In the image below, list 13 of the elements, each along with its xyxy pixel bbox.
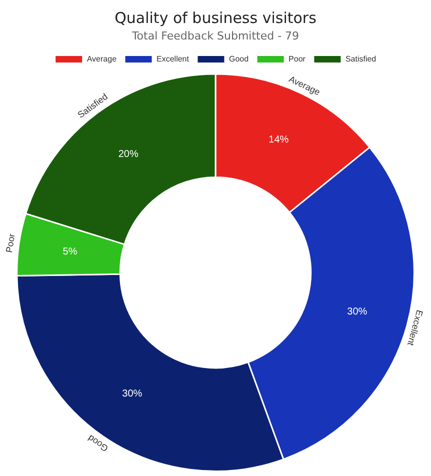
data-label: 30%: [347, 306, 368, 318]
data-label: 14%: [268, 134, 289, 146]
legend-label: Excellent: [156, 54, 190, 64]
chart-title: Quality of business visitors: [114, 8, 317, 27]
data-label: 20%: [118, 148, 138, 160]
data-label: 30%: [122, 388, 142, 400]
legend-label: Satisfied: [345, 54, 376, 64]
legend-label: Average: [86, 54, 118, 64]
legend-label: Poor: [288, 54, 306, 64]
legend-label: Good: [228, 54, 249, 64]
slice-label: Poor: [4, 232, 17, 254]
chart-subtitle: Total Feedback Submitted - 79: [130, 29, 300, 42]
data-label: 5%: [62, 246, 78, 258]
